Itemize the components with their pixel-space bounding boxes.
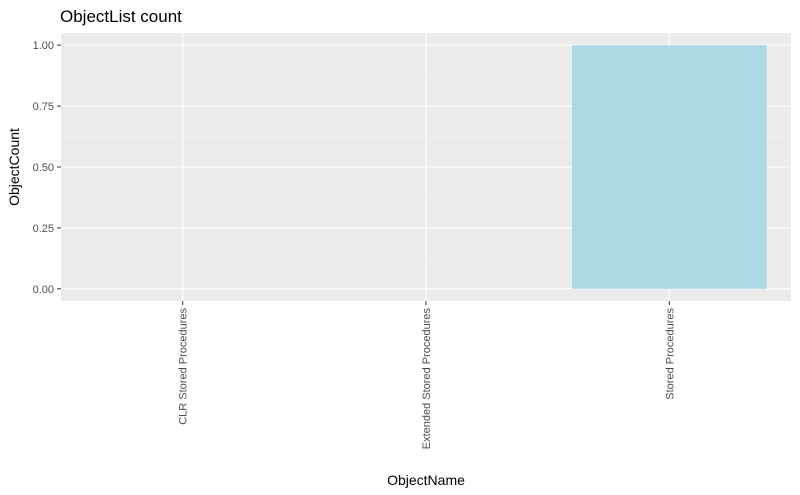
y-tick-label: 1.00 <box>33 40 54 52</box>
bars <box>572 45 767 289</box>
bar <box>572 45 767 289</box>
y-tick-label: 0.25 <box>33 223 54 235</box>
y-tick-label: 0.00 <box>33 284 54 296</box>
x-axis: CLR Stored Procedures Extended Stored Pro… <box>178 301 676 450</box>
y-axis-title: ObjectCount <box>6 128 22 206</box>
chart-title: ObjectList count <box>60 7 182 26</box>
y-axis: 0.00 0.25 0.50 0.75 1.00 <box>33 40 61 296</box>
y-tick-label: 0.75 <box>33 101 54 113</box>
x-axis-title: ObjectName <box>387 472 465 488</box>
x-tick-label: Extended Stored Procedures <box>421 308 433 450</box>
y-tick-label: 0.50 <box>33 162 54 174</box>
x-tick-label: Stored Procedures <box>664 308 676 400</box>
x-tick-label: CLR Stored Procedures <box>178 308 190 425</box>
